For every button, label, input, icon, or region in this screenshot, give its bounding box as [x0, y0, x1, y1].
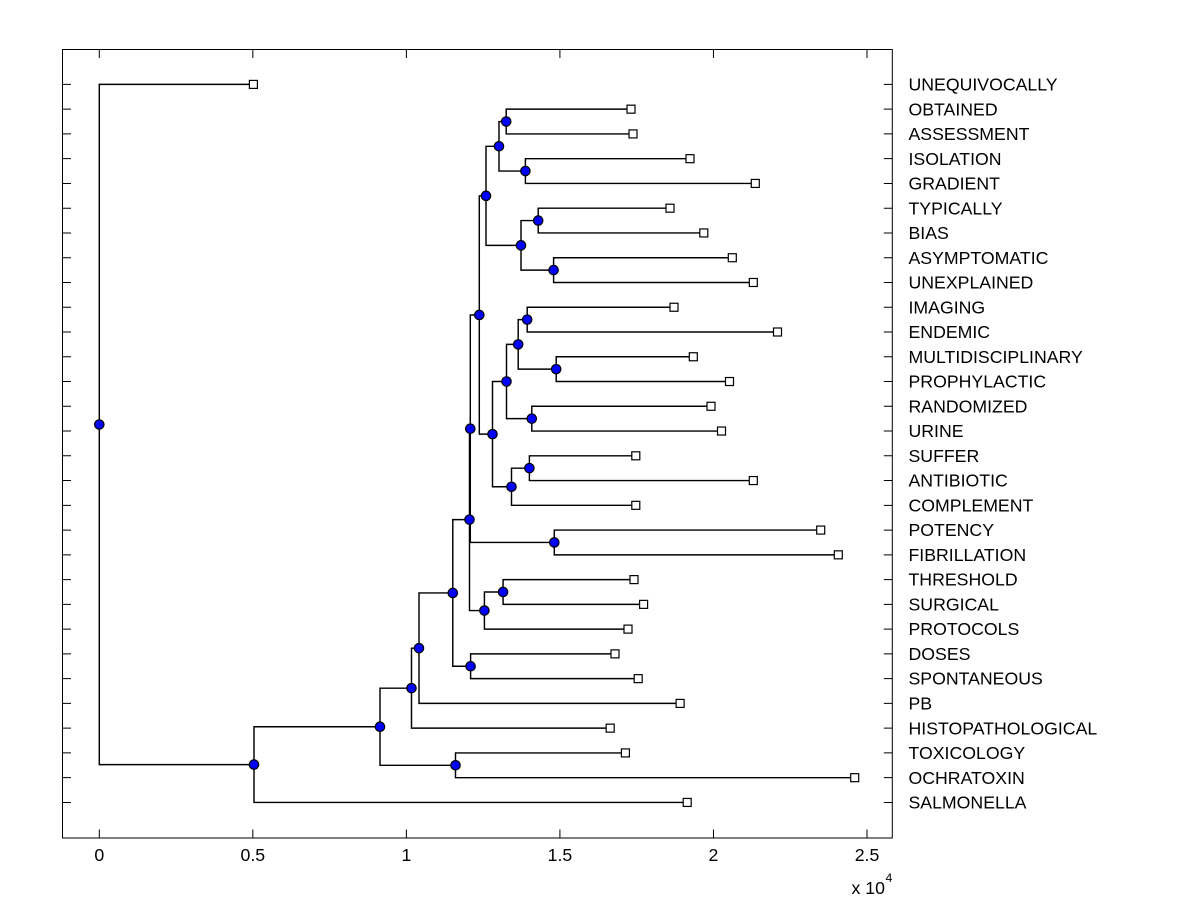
svg-text:THRESHOLD: THRESHOLD	[909, 570, 1018, 590]
svg-text:GRADIENT: GRADIENT	[909, 174, 1001, 194]
svg-text:UNEXPLAINED: UNEXPLAINED	[909, 273, 1034, 293]
svg-text:4: 4	[886, 871, 893, 885]
svg-text:HISTOPATHOLOGICAL: HISTOPATHOLOGICAL	[909, 718, 1098, 738]
svg-text:SALMONELLA: SALMONELLA	[909, 793, 1027, 813]
svg-text:ASYMPTOMATIC: ASYMPTOMATIC	[909, 248, 1049, 268]
svg-text:0.5: 0.5	[241, 845, 266, 865]
svg-text:SUFFER: SUFFER	[909, 446, 980, 466]
svg-text:FIBRILLATION: FIBRILLATION	[909, 545, 1027, 565]
svg-text:2: 2	[709, 845, 719, 865]
svg-text:MULTIDISCIPLINARY: MULTIDISCIPLINARY	[909, 347, 1083, 367]
svg-text:COMPLEMENT: COMPLEMENT	[909, 495, 1034, 515]
svg-text:UNEQUIVOCALLY: UNEQUIVOCALLY	[909, 75, 1058, 95]
svg-text:2.5: 2.5	[855, 845, 880, 865]
svg-text:IMAGING: IMAGING	[909, 297, 986, 317]
svg-text:URINE: URINE	[909, 421, 964, 441]
svg-text:RANDOMIZED: RANDOMIZED	[909, 396, 1028, 416]
svg-text:TOXICOLOGY: TOXICOLOGY	[909, 743, 1026, 763]
svg-text:BIAS: BIAS	[909, 223, 949, 243]
svg-text:DOSES: DOSES	[909, 644, 971, 664]
svg-text:SURGICAL: SURGICAL	[909, 594, 1000, 614]
svg-text:1.5: 1.5	[548, 845, 573, 865]
svg-text:1: 1	[401, 845, 411, 865]
svg-text:0: 0	[94, 845, 104, 865]
svg-text:PB: PB	[909, 694, 933, 714]
svg-text:PROTOCOLS: PROTOCOLS	[909, 619, 1020, 639]
svg-text:ISOLATION: ISOLATION	[909, 149, 1002, 169]
svg-text:ASSESSMENT: ASSESSMENT	[909, 124, 1030, 144]
svg-text:TYPICALLY: TYPICALLY	[909, 198, 1003, 218]
svg-text:OBTAINED: OBTAINED	[909, 99, 998, 119]
svg-text:SPONTANEOUS: SPONTANEOUS	[909, 669, 1043, 689]
svg-text:ENDEMIC: ENDEMIC	[909, 322, 991, 342]
svg-text:OCHRATOXIN: OCHRATOXIN	[909, 768, 1025, 788]
svg-text:x 10: x 10	[852, 878, 886, 898]
svg-text:POTENCY: POTENCY	[909, 520, 995, 540]
svg-text:ANTIBIOTIC: ANTIBIOTIC	[909, 471, 1008, 491]
svg-text:PROPHYLACTIC: PROPHYLACTIC	[909, 372, 1047, 392]
